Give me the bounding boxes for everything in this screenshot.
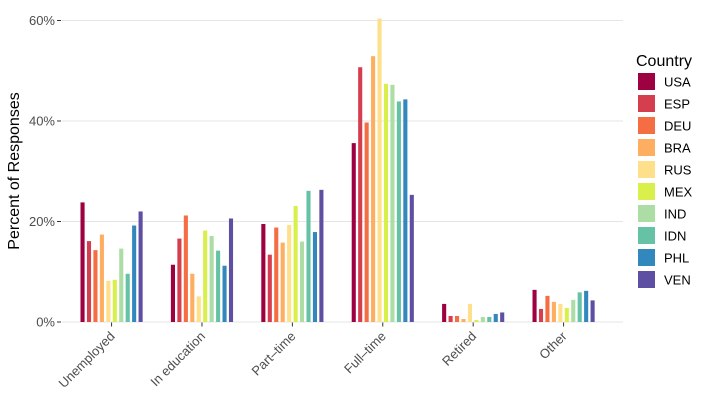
legend-key-rus xyxy=(638,161,655,178)
bar-deu-1 xyxy=(183,215,188,322)
bar-phl-5 xyxy=(584,290,589,322)
bar-esp-1 xyxy=(177,238,182,322)
bar-bra-0 xyxy=(99,234,104,322)
bar-rus-1 xyxy=(196,296,201,322)
bar-ind-5 xyxy=(571,299,576,322)
bar-usa-5 xyxy=(532,289,537,322)
bars xyxy=(80,18,595,323)
bar-ven-5 xyxy=(590,300,595,322)
bar-bra-1 xyxy=(190,273,195,322)
bar-usa-3 xyxy=(351,143,356,322)
bar-usa-2 xyxy=(261,224,266,322)
bar-ven-2 xyxy=(319,189,324,322)
bar-deu-3 xyxy=(364,122,369,322)
legend: Country USA ESP DEU BRA RUS MEX IND IDN PHL VEN xyxy=(636,53,693,288)
bar-mex-0 xyxy=(112,279,117,322)
bar-rus-4 xyxy=(467,303,472,322)
bar-phl-3 xyxy=(403,99,408,322)
bar-deu-4 xyxy=(455,315,460,322)
bar-mex-3 xyxy=(383,83,389,322)
bar-ven-3 xyxy=(409,194,414,322)
legend-label-ven: VEN xyxy=(664,273,691,288)
legend-label-bra: BRA xyxy=(664,141,691,156)
bar-ind-4 xyxy=(480,316,485,322)
bar-idn-1 xyxy=(216,250,221,322)
legend-key-bra xyxy=(638,139,655,156)
bar-deu-2 xyxy=(274,227,279,322)
bar-rus-0 xyxy=(106,280,111,322)
bar-ind-1 xyxy=(209,236,214,322)
bar-phl-4 xyxy=(493,313,498,322)
legend-key-deu xyxy=(638,117,655,134)
bar-usa-0 xyxy=(80,202,85,322)
legend-label-deu: DEU xyxy=(664,119,691,134)
legend-key-phl xyxy=(638,249,655,266)
bar-usa-1 xyxy=(170,264,175,322)
bar-mex-1 xyxy=(203,230,208,322)
legend-label-idn: IDN xyxy=(664,229,686,244)
legend-key-idn xyxy=(638,227,655,244)
bar-esp-5 xyxy=(538,308,544,322)
bar-ind-3 xyxy=(390,84,395,322)
bar-mex-5 xyxy=(564,307,569,322)
x-tick-label: Unemployed xyxy=(55,329,117,391)
legend-label-rus: RUS xyxy=(664,163,692,178)
legend-label-ind: IND xyxy=(664,207,686,222)
y-tick-label: 40% xyxy=(29,114,55,129)
legend-label-esp: ESP xyxy=(664,97,690,112)
x-tick-label: In education xyxy=(147,329,208,390)
bar-rus-5 xyxy=(558,303,563,322)
bar-idn-0 xyxy=(125,273,130,322)
bar-esp-4 xyxy=(448,315,453,322)
bar-bra-3 xyxy=(371,56,376,323)
axes: 0% 20% 40% 60% Unemployed In education Part–ti… xyxy=(29,13,570,391)
bar-idn-4 xyxy=(487,316,492,322)
bar-phl-2 xyxy=(312,232,317,322)
bar-usa-4 xyxy=(442,303,447,322)
legend-label-mex: MEX xyxy=(664,185,693,200)
bar-ven-0 xyxy=(138,211,143,322)
bar-esp-3 xyxy=(358,67,363,322)
bar-rus-2 xyxy=(287,225,292,322)
bar-idn-2 xyxy=(306,190,311,322)
legend-title: Country xyxy=(636,53,692,70)
bar-mex-2 xyxy=(293,205,298,322)
bar-esp-0 xyxy=(86,241,92,322)
x-tick-label: Retired xyxy=(439,329,479,369)
bar-bra-5 xyxy=(551,301,556,322)
bar-rus-3 xyxy=(377,18,382,323)
bar-idn-3 xyxy=(396,101,401,322)
legend-key-usa xyxy=(638,73,655,90)
bar-ind-0 xyxy=(119,248,124,322)
x-tick-label: Other xyxy=(536,328,570,362)
bar-phl-0 xyxy=(132,225,137,322)
bar-ind-2 xyxy=(300,241,305,322)
y-tick-label: 60% xyxy=(29,13,55,28)
gridlines xyxy=(62,20,623,323)
bar-deu-5 xyxy=(545,295,550,322)
bar-bra-4 xyxy=(461,318,466,322)
bar-esp-2 xyxy=(267,254,272,322)
bar-ven-1 xyxy=(228,218,234,322)
legend-key-mex xyxy=(638,183,655,200)
x-tick-label: Part–time xyxy=(249,329,299,379)
bar-phl-1 xyxy=(222,265,227,322)
y-axis-title: Percent of Responses xyxy=(6,92,23,249)
x-tick-label: Full–time xyxy=(341,329,389,377)
legend-key-ind xyxy=(638,205,655,222)
y-tick-label: 20% xyxy=(29,214,55,229)
legend-key-esp xyxy=(638,95,655,112)
bar-mex-4 xyxy=(474,319,479,322)
legend-label-phl: PHL xyxy=(664,251,689,266)
bar-ven-4 xyxy=(500,312,505,322)
legend-label-usa: USA xyxy=(664,75,691,90)
bar-bra-2 xyxy=(280,242,285,322)
bar-deu-0 xyxy=(93,250,98,322)
bar-idn-5 xyxy=(577,292,582,322)
legend-key-ven xyxy=(638,271,655,288)
y-tick-label: 0% xyxy=(36,315,55,330)
